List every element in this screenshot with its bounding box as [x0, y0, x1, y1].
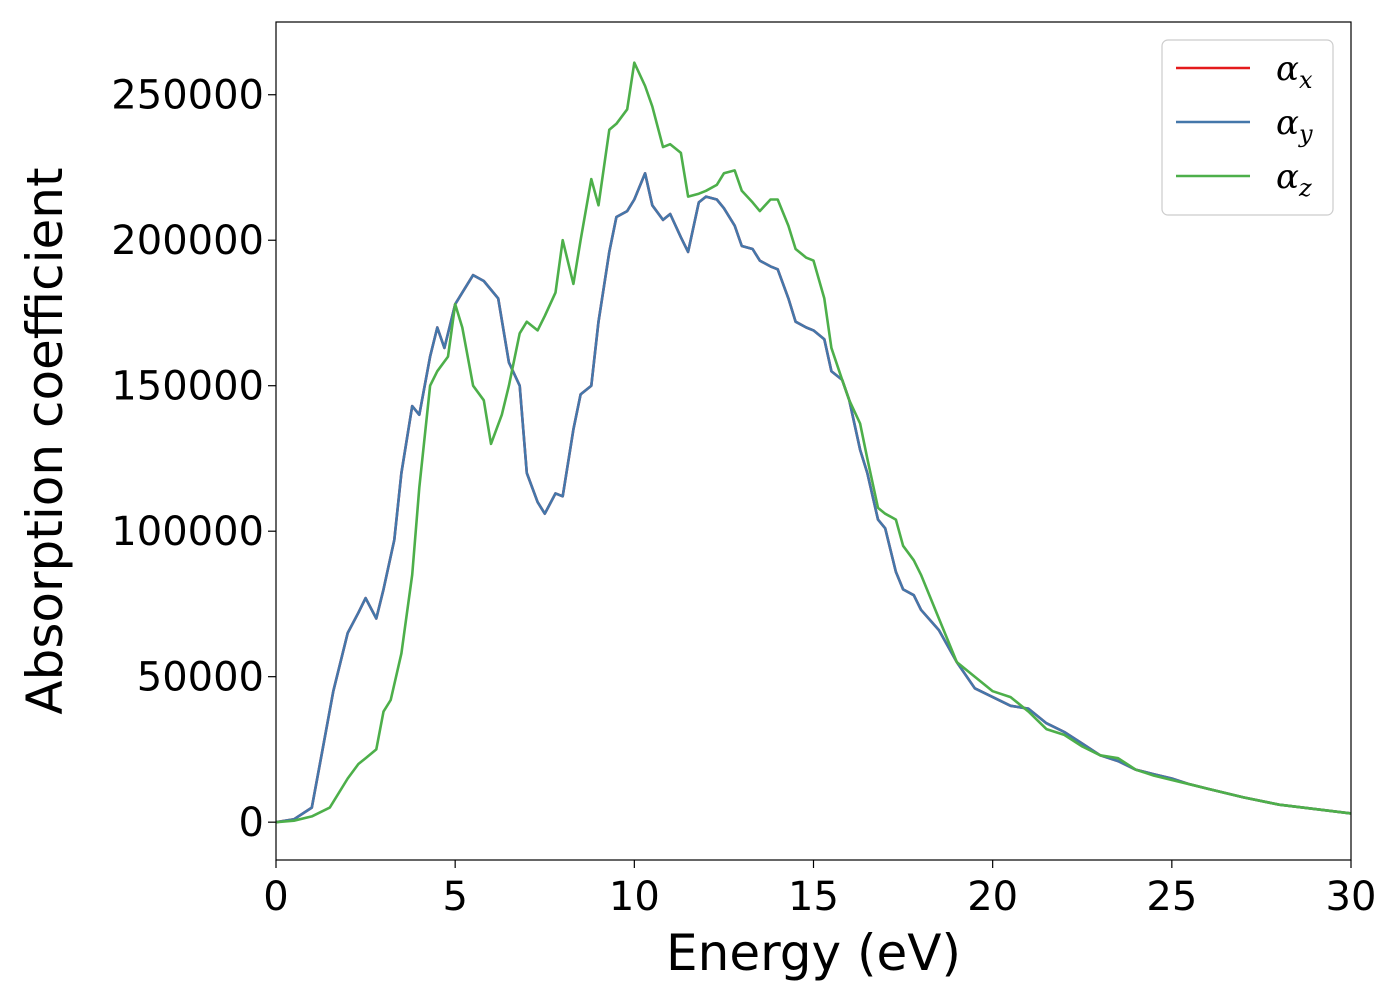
- x-tick-label: 10: [609, 874, 660, 920]
- y-tick-label: 50000: [137, 655, 264, 701]
- x-tick-label: 20: [967, 874, 1018, 920]
- y-tick-label: 0: [239, 800, 264, 846]
- series-layer: [275, 61, 1352, 824]
- y-axis-ticks: 0 50000 100000 150000 200000 250000: [111, 73, 276, 846]
- y-axis-label: Absorption coefficient: [16, 167, 74, 714]
- y-tick-label: 250000: [111, 73, 264, 119]
- x-tick-label: 25: [1146, 874, 1197, 920]
- y-tick-label: 100000: [111, 509, 264, 555]
- x-axis-label: Energy (eV): [666, 924, 961, 982]
- x-tick-label: 15: [788, 874, 839, 920]
- x-axis-ticks: 0 5 10 15 20 25 30: [263, 860, 1376, 920]
- x-tick-label: 30: [1326, 874, 1377, 920]
- series-line-y: [275, 172, 1352, 824]
- x-tick-label: 0: [263, 874, 288, 920]
- y-tick-label: 150000: [111, 364, 264, 410]
- y-tick-label: 200000: [111, 218, 264, 264]
- legend-box: [1161, 39, 1334, 216]
- x-tick-label: 5: [442, 874, 467, 920]
- series-line-z: [275, 61, 1352, 824]
